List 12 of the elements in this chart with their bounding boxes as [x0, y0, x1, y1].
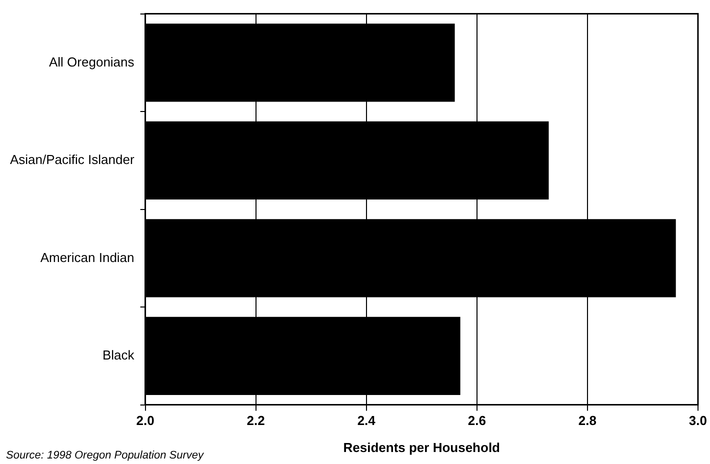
source-note: Source: 1998 Oregon Population Survey: [6, 450, 206, 462]
x-tick-label: 2.2: [246, 413, 265, 428]
y-tick-label: All Oregonians: [49, 54, 135, 70]
x-axis-title: Residents per Household: [343, 440, 500, 455]
x-tick-label: 2.0: [136, 413, 154, 428]
y-tick-label: Asian/Pacific Islander: [10, 152, 135, 168]
x-tick-label: 2.4: [357, 413, 376, 428]
y-tick-label: American Indian: [40, 250, 134, 265]
y-tick-label: Black: [102, 348, 135, 363]
x-tick-label: 3.0: [688, 413, 708, 428]
x-tick-label: 2.8: [578, 413, 596, 428]
x-tick-label: 2.6: [468, 413, 486, 428]
